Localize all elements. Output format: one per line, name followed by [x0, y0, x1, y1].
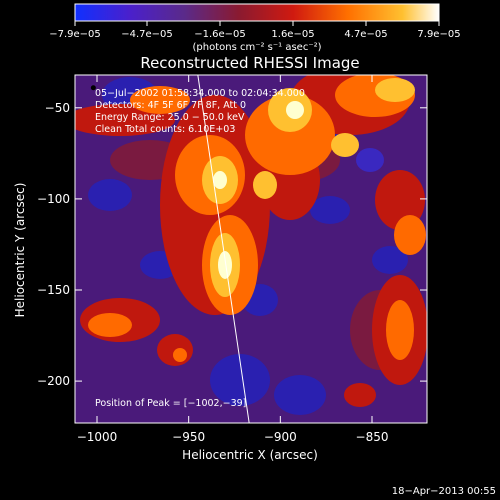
- plot-frame: [74, 74, 428, 424]
- colorbar-unit-label: (photons cm⁻² s⁻¹ asec⁻²): [192, 42, 321, 53]
- intensity-blob: [157, 334, 193, 366]
- colorbar-tick-label: 7.9e−05: [417, 29, 460, 40]
- intensity-blob: [386, 300, 414, 360]
- annotation-peak: Position of Peak = [−1002,−39]: [95, 398, 246, 409]
- y-axis-label: Heliocentric Y (arcsec): [13, 183, 27, 318]
- intensity-blob: [274, 375, 326, 415]
- intensity-blob: [218, 251, 232, 279]
- annotation-time-range: 05−Jul−2002 01:58:34.000 to 02:04:34.000: [95, 88, 305, 99]
- intensity-blob: [173, 348, 187, 362]
- footer-timestamp: 18−Apr−2013 00:55: [392, 486, 496, 497]
- colorbar-tick-label: 4.7e−05: [344, 29, 387, 40]
- solar-limb-line: [197, 75, 250, 423]
- intensity-blob: [130, 86, 190, 114]
- intensity-blob: [331, 133, 359, 157]
- colorbar: [74, 3, 440, 22]
- x-tick-label: −900: [264, 430, 297, 444]
- y-tick-label: −100: [37, 192, 70, 206]
- peak-marker: [90, 85, 96, 91]
- y-tick-label: −150: [37, 283, 70, 297]
- intensity-blob: [213, 171, 227, 189]
- y-tick-label: −50: [45, 101, 70, 115]
- intensity-blob: [375, 170, 425, 230]
- x-tick-label: −950: [172, 430, 205, 444]
- intensity-blob: [375, 78, 415, 102]
- intensity-blob: [253, 171, 277, 199]
- intensity-blob: [356, 148, 384, 172]
- intensity-blob: [310, 196, 350, 224]
- y-tick-label: −200: [37, 374, 70, 388]
- colorbar-tick-label: 1.6e−05: [271, 29, 314, 40]
- axis-ticks: −1000 −950 −900 −850 −50 −100 −150 −200: [37, 75, 427, 444]
- intensity-blob: [88, 313, 132, 337]
- colorbar-tick-label: −1.6e−05: [194, 29, 246, 40]
- x-tick-label: −850: [356, 430, 389, 444]
- annotation-clean: Clean Total counts: 6.10E+03: [95, 124, 235, 135]
- intensity-blob: [372, 246, 408, 274]
- colorbar-ticks: −7.9e−05 −4.7e−05 −1.6e−05 1.6e−05 4.7e−05 7.…: [49, 21, 461, 40]
- annotation-energy: Energy Range: 25.0 − 50.0 keV: [95, 112, 245, 123]
- heatmap-image: [75, 75, 427, 423]
- colorbar-tick-label: −4.7e−05: [121, 29, 173, 40]
- intensity-blob: [286, 101, 304, 119]
- intensity-blob: [394, 215, 426, 255]
- x-axis-label: Heliocentric X (arcsec): [182, 448, 318, 462]
- intensity-blob: [245, 95, 335, 175]
- colorbar-tick-label: −7.9e−05: [49, 29, 101, 40]
- x-tick-label: −1000: [77, 430, 118, 444]
- intensity-blob: [88, 179, 132, 211]
- intensity-blob: [344, 383, 376, 407]
- intensity-blob: [210, 354, 270, 406]
- chart-title: Reconstructed RHESSI Image: [140, 54, 359, 72]
- annotation-detectors: Detectors: 4F 5F 6F 7F 8F, Att 0: [95, 100, 246, 111]
